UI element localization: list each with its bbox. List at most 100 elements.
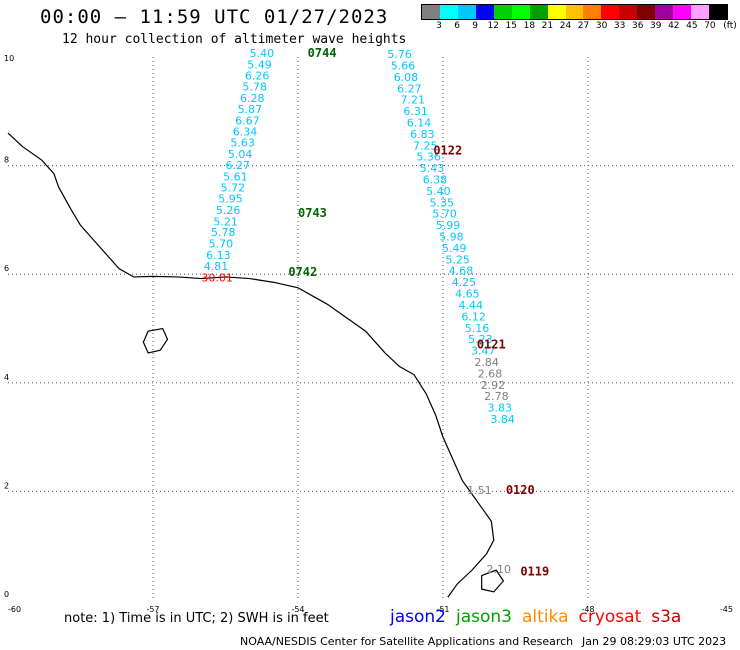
color-scale-label: 18 bbox=[523, 21, 536, 31]
coastline-path bbox=[7, 132, 495, 598]
wave-height-value: 5.76 bbox=[387, 48, 412, 61]
color-scale-unit: (ft) bbox=[723, 21, 737, 31]
longitude-tick-label: -54 bbox=[291, 605, 304, 614]
color-scale-label: 45 bbox=[686, 21, 698, 31]
color-swatch bbox=[475, 5, 494, 19]
mission-legend: jason2 jason3 altika cryosat s3a bbox=[390, 607, 691, 627]
axis-tick-labels: -60 -57 -54 -51 -48 -45 10 8 6 4 2 0 bbox=[4, 54, 733, 614]
wave-height-value: 5.70 bbox=[209, 238, 234, 251]
wave-height-value: 5.87 bbox=[238, 103, 262, 116]
color-scale-label: 42 bbox=[668, 21, 680, 31]
wave-height-value: 5.99 bbox=[436, 219, 461, 232]
wave-height-value: 5.95 bbox=[218, 193, 243, 206]
wave-height-value: 3.47 bbox=[471, 345, 496, 358]
wave-height-value: 5.70 bbox=[432, 208, 457, 221]
pass-time-label: 0743 bbox=[298, 206, 327, 220]
wave-height-value: 5.98 bbox=[439, 231, 464, 244]
wave-height-value: 4.44 bbox=[458, 299, 483, 312]
latitude-tick-label: 6 bbox=[4, 264, 9, 273]
page-subtitle: 12 hour collection of altimeter wave hei… bbox=[62, 32, 407, 47]
color-scale-bar bbox=[421, 4, 728, 20]
wave-height-value: 6.14 bbox=[407, 117, 432, 130]
mission-label: cryosat bbox=[578, 607, 642, 627]
mission-label: jason3 bbox=[456, 607, 512, 627]
color-swatch bbox=[691, 5, 709, 19]
color-swatch bbox=[511, 5, 530, 19]
latitude-tick-label: 2 bbox=[4, 481, 9, 490]
island-outline bbox=[142, 327, 169, 354]
color-scale-label: 70 bbox=[704, 21, 716, 31]
wave-height-value: 4.25 bbox=[452, 276, 477, 289]
color-swatch bbox=[619, 5, 638, 19]
color-scale-label: 3 bbox=[436, 21, 442, 31]
wave-height-value: 5.63 bbox=[230, 137, 255, 150]
wave-height-value: 2.10 bbox=[487, 563, 512, 576]
latitude-tick-label: 0 bbox=[4, 590, 9, 599]
wave-height-value: 5.35 bbox=[429, 196, 454, 209]
wave-height-value: 7.25 bbox=[413, 139, 438, 152]
pass-time-labels: 0744 0743 0742 0122 0121 0120 0119 bbox=[288, 46, 549, 579]
color-swatch bbox=[673, 5, 692, 19]
color-scale-label: 24 bbox=[559, 21, 572, 31]
wave-height-value: 6.12 bbox=[461, 310, 486, 323]
page-title: 00:00 – 11:59 UTC 01/27/2023 bbox=[40, 6, 389, 28]
color-swatch bbox=[493, 5, 512, 19]
pass-time-label: 0744 bbox=[308, 46, 337, 60]
color-swatch bbox=[457, 5, 476, 19]
color-swatch bbox=[583, 5, 602, 19]
wave-height-value: 6.31 bbox=[403, 105, 428, 118]
color-scale-legend: 3 6 9 12 15 18 21 24 27 30 33 36 39 42 45 70 (ft) bbox=[421, 4, 737, 34]
mission-label: altika bbox=[522, 607, 569, 627]
pass-time-label: 0742 bbox=[288, 265, 317, 279]
latitude-tick-label: 8 bbox=[4, 156, 9, 165]
color-scale-label: 27 bbox=[577, 21, 590, 31]
latitude-tick-label: 10 bbox=[4, 54, 14, 63]
color-swatch bbox=[709, 5, 727, 19]
pass-time-label: 0121 bbox=[477, 338, 506, 352]
island-outline bbox=[481, 569, 505, 593]
longitude-tick-label: -57 bbox=[146, 605, 159, 614]
wave-height-value: 5.23 bbox=[468, 333, 493, 346]
wave-height-value: 3.83 bbox=[487, 402, 512, 415]
wave-height-value: 6.26 bbox=[245, 69, 269, 82]
wave-height-value: 1.51 bbox=[467, 484, 492, 497]
wave-height-value: 5.21 bbox=[213, 215, 238, 228]
wave-height-value: 6.38 bbox=[423, 174, 448, 187]
wave-height-value: 5.78 bbox=[242, 81, 267, 94]
latitude-tick-label: 4 bbox=[4, 373, 9, 382]
longitude-tick-label: -51 bbox=[436, 605, 449, 614]
color-scale-label: 33 bbox=[613, 21, 626, 31]
wave-height-value: 5.40 bbox=[426, 185, 451, 198]
color-swatch bbox=[655, 5, 674, 19]
color-swatch bbox=[637, 5, 656, 19]
color-swatch bbox=[547, 5, 566, 19]
wave-height-value: 5.61 bbox=[223, 170, 248, 183]
mission-label: s3a bbox=[651, 607, 682, 627]
color-swatch bbox=[565, 5, 584, 19]
wave-height-value: 6.28 bbox=[240, 92, 265, 105]
wave-height-value: 5.49 bbox=[247, 58, 272, 71]
wave-height-value: 5.36 bbox=[416, 151, 441, 164]
color-swatch bbox=[529, 5, 548, 19]
color-scale-label: 36 bbox=[631, 21, 644, 31]
mission-label: jason2 bbox=[390, 607, 446, 627]
wave-height-value: 6.27 bbox=[226, 159, 251, 172]
wave-height-value: 5.72 bbox=[221, 182, 246, 195]
wave-height-value: 4.68 bbox=[449, 265, 474, 278]
wave-height-value: 2.92 bbox=[481, 379, 506, 392]
color-scale-label: 12 bbox=[487, 21, 499, 31]
lat-lon-grid bbox=[8, 57, 733, 600]
pass-time-label: 0120 bbox=[506, 483, 535, 497]
wave-height-value: 6.13 bbox=[206, 249, 231, 262]
note-text: note: 1) Time is in UTC; 2) SWH is in fe… bbox=[64, 611, 329, 626]
color-scale-label: 6 bbox=[454, 21, 460, 31]
color-scale-label: 21 bbox=[541, 21, 554, 31]
wave-height-value: 5.40 bbox=[250, 47, 275, 60]
wave-height-value: 6.08 bbox=[394, 71, 419, 84]
wave-height-value: 2.78 bbox=[484, 390, 509, 403]
coastline bbox=[7, 132, 505, 598]
wave-height-value: 5.26 bbox=[216, 204, 241, 217]
color-scale-label: 9 bbox=[472, 21, 479, 31]
wave-height-value: 2.68 bbox=[478, 367, 503, 380]
altimeter-tracks: 5.405.496.265.786.285.876.676.345.635.04… bbox=[201, 47, 515, 576]
